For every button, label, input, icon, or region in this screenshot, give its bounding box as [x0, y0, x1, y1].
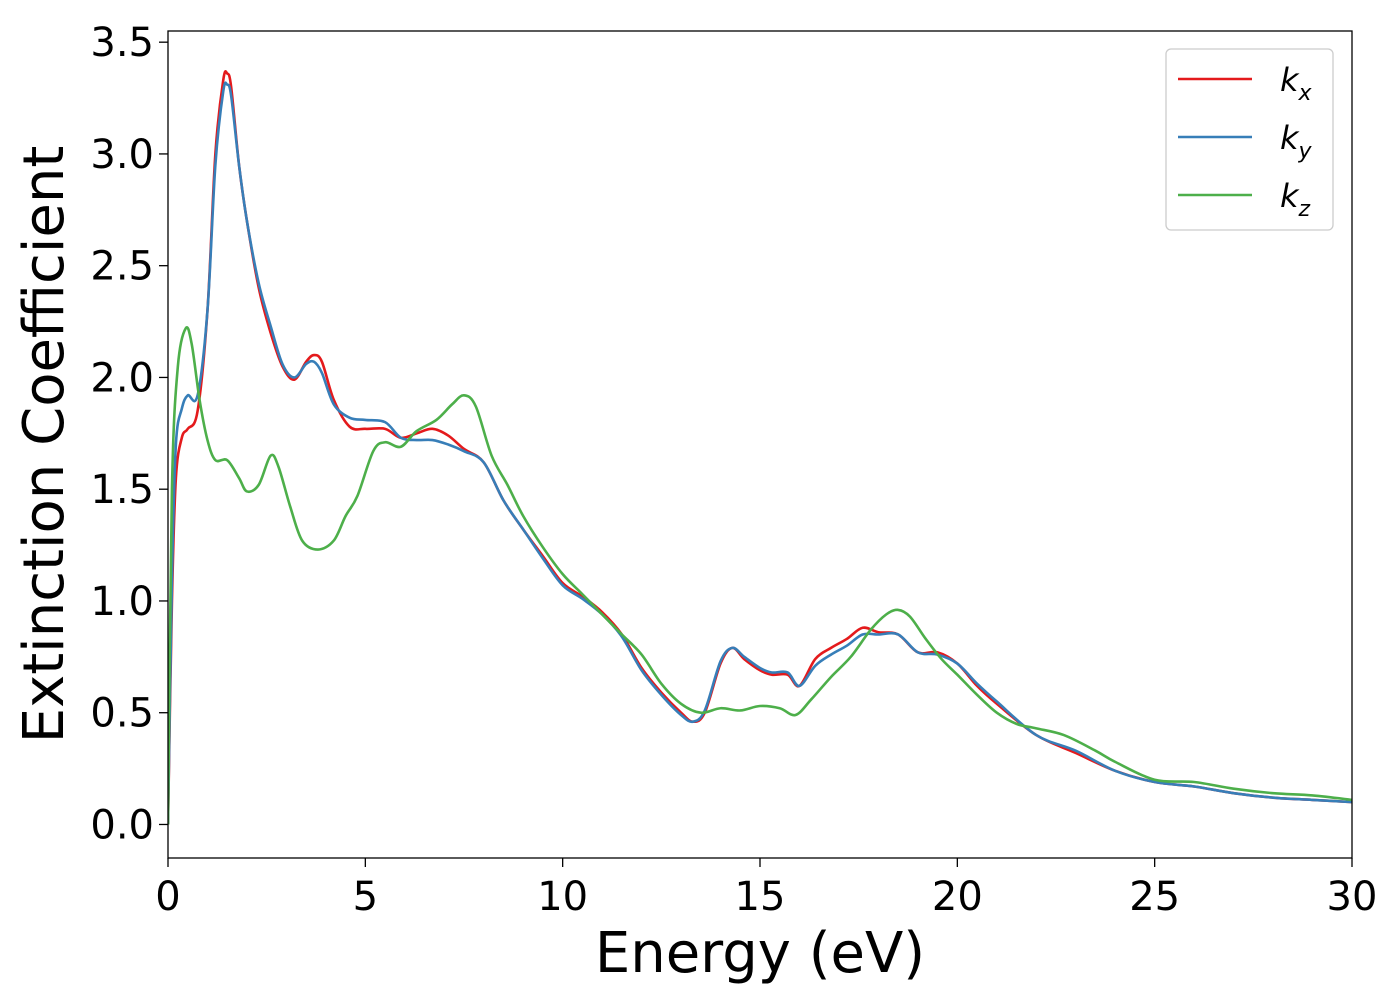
- legend-label: kz: [1280, 177, 1311, 222]
- y-tick-label: 3.5: [90, 20, 154, 66]
- legend-label: ky: [1280, 119, 1313, 164]
- series-line-k-x: [168, 70, 1352, 825]
- x-axis-label: Energy (eV): [595, 921, 925, 986]
- y-axis-label: Extinction Coefficient: [12, 146, 77, 744]
- y-tick-label: 2.5: [90, 244, 154, 290]
- y-tick-label: 3.0: [90, 132, 154, 178]
- legend-label: kx: [1280, 61, 1313, 106]
- x-tick-label: 15: [735, 874, 786, 920]
- y-axis: 0.0 0.5 1.0 1.5 2.0 2.5 3.0 3.5: [90, 20, 168, 848]
- legend: kx ky kz: [1165, 48, 1334, 231]
- legend-box: [1165, 48, 1334, 231]
- x-tick-label: 30: [1327, 874, 1378, 920]
- x-tick-label: 5: [353, 874, 378, 920]
- series-line-k-y: [168, 81, 1352, 825]
- x-tick-label: 20: [932, 874, 983, 920]
- x-axis: 0 5 10 15 20 25 30: [155, 858, 1377, 920]
- y-tick-label: 2.0: [90, 355, 154, 401]
- x-tick-label: 10: [537, 874, 588, 920]
- y-tick-label: 1.0: [90, 579, 154, 625]
- series-line-k-z: [168, 326, 1352, 825]
- x-tick-label: 25: [1129, 874, 1180, 920]
- y-tick-label: 0.0: [90, 802, 154, 848]
- series-layer: [168, 70, 1352, 825]
- y-tick-label: 1.5: [90, 467, 154, 513]
- y-tick-label: 0.5: [90, 691, 154, 737]
- x-tick-label: 0: [155, 874, 180, 920]
